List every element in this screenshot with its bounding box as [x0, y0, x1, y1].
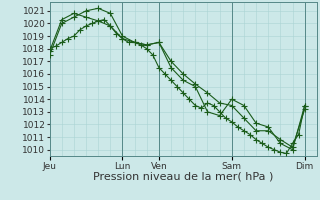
X-axis label: Pression niveau de la mer( hPa ): Pression niveau de la mer( hPa ) [93, 172, 273, 182]
